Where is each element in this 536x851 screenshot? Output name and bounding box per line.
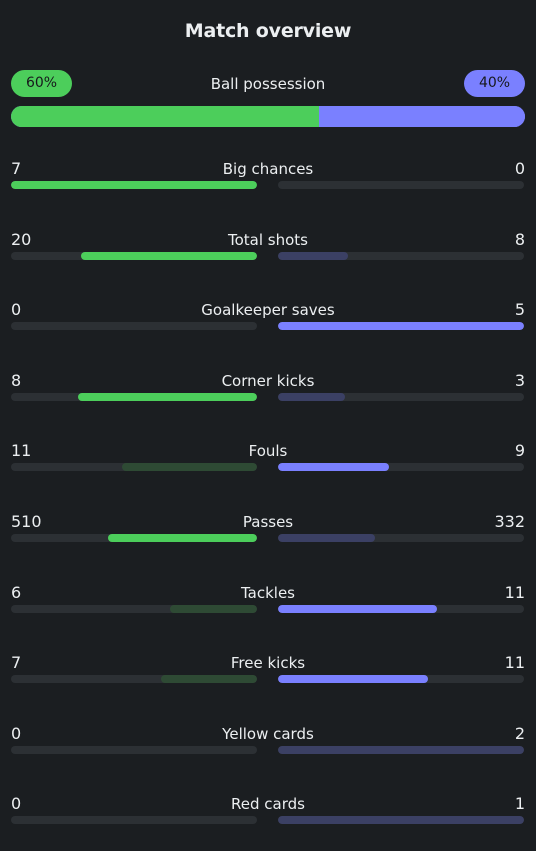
away-stat-value: 3: [514, 371, 525, 390]
away-stat-bar-fill: [278, 322, 524, 330]
home-stat-bar-fill: [78, 393, 257, 401]
away-stat-bar: [278, 605, 524, 613]
home-stat-bar-fill: [161, 675, 257, 683]
away-stat-bar-fill: [278, 605, 437, 613]
home-stat-bar: [11, 463, 257, 471]
home-stat-value: 0: [11, 724, 22, 743]
home-stat-bar-fill: [11, 181, 257, 189]
away-stat-value: 0: [514, 159, 525, 178]
away-stat-value: 332: [494, 512, 525, 531]
stat-label: Goalkeeper saves: [201, 301, 335, 319]
away-stat-value: 11: [504, 653, 525, 672]
away-stat-bar: [278, 252, 524, 260]
away-stat-bar: [278, 534, 524, 542]
away-stat-value: 5: [514, 300, 525, 319]
away-stat-value: 9: [514, 441, 525, 460]
away-possession-badge: 40%: [464, 70, 525, 97]
away-stat-value: 1: [514, 794, 525, 813]
home-stat-value: 510: [11, 512, 42, 531]
stat-row: 6 Tackles 11: [11, 583, 525, 627]
panel-title: Match overview: [184, 20, 352, 42]
home-possession-badge: 60%: [11, 70, 72, 97]
away-stat-bar: [278, 463, 524, 471]
home-stat-value: 6: [11, 583, 22, 602]
away-stat-bar: [278, 322, 524, 330]
home-stat-bar: [11, 746, 257, 754]
home-stat-bar-fill: [108, 534, 257, 542]
away-stat-value: 8: [514, 230, 525, 249]
home-stat-bar: [11, 322, 257, 330]
home-stat-bar-fill: [122, 463, 257, 471]
home-possession-fill: [11, 106, 320, 127]
away-stat-bar-fill: [278, 816, 524, 824]
away-possession-fill: [319, 106, 525, 127]
stat-row: 0 Red cards 1: [11, 794, 525, 838]
home-stat-value: 11: [11, 441, 32, 460]
stat-label: Passes: [242, 513, 294, 531]
home-stat-bar: [11, 816, 257, 824]
stat-row: 0 Yellow cards 2: [11, 724, 525, 768]
stat-label: Corner kicks: [221, 372, 315, 390]
stat-row: 20 Total shots 8: [11, 230, 525, 274]
away-stat-bar: [278, 746, 524, 754]
away-stat-bar: [278, 393, 524, 401]
away-stat-value: 2: [514, 724, 525, 743]
stat-label: Fouls: [248, 442, 288, 460]
away-stat-value: 11: [504, 583, 525, 602]
stat-row: 11 Fouls 9: [11, 441, 525, 485]
stat-label: Red cards: [231, 795, 305, 813]
ball-possession-bar: [11, 106, 525, 127]
home-stat-bar: [11, 252, 257, 260]
away-stat-bar: [278, 816, 524, 824]
home-stat-bar: [11, 181, 257, 189]
ball-possession-header: 60% Ball possession 40%: [11, 70, 525, 98]
away-stat-bar-fill: [278, 463, 389, 471]
away-stat-bar-fill: [278, 746, 524, 754]
stat-row: 8 Corner kicks 3: [11, 371, 525, 415]
home-stat-bar-fill: [170, 605, 257, 613]
home-stat-bar: [11, 393, 257, 401]
away-stat-bar-fill: [278, 252, 348, 260]
stat-row: 510 Passes 332: [11, 512, 525, 556]
away-stat-bar-fill: [278, 393, 345, 401]
stat-row: 7 Free kicks 11: [11, 653, 525, 697]
home-stat-bar: [11, 675, 257, 683]
away-stat-bar-fill: [278, 675, 428, 683]
home-stat-bar: [11, 605, 257, 613]
home-stat-value: 7: [11, 653, 22, 672]
home-stat-value: 0: [11, 300, 22, 319]
away-stat-bar-fill: [278, 534, 375, 542]
away-stat-bar: [278, 675, 524, 683]
stat-label: Tackles: [240, 584, 296, 602]
stat-row: 0 Goalkeeper saves 5: [11, 300, 525, 344]
stat-row: 7 Big chances 0: [11, 159, 525, 203]
home-stat-value: 7: [11, 159, 22, 178]
stat-label: Yellow cards: [222, 725, 314, 743]
home-stat-value: 8: [11, 371, 22, 390]
home-stat-bar: [11, 534, 257, 542]
home-stat-bar-fill: [81, 252, 257, 260]
stat-label: Free kicks: [230, 654, 306, 672]
stat-label: Total shots: [228, 231, 308, 249]
home-stat-value: 20: [11, 230, 32, 249]
home-stat-value: 0: [11, 794, 22, 813]
away-stat-bar: [278, 181, 524, 189]
stat-label: Big chances: [222, 160, 314, 178]
ball-possession-label: Ball possession: [210, 75, 326, 93]
